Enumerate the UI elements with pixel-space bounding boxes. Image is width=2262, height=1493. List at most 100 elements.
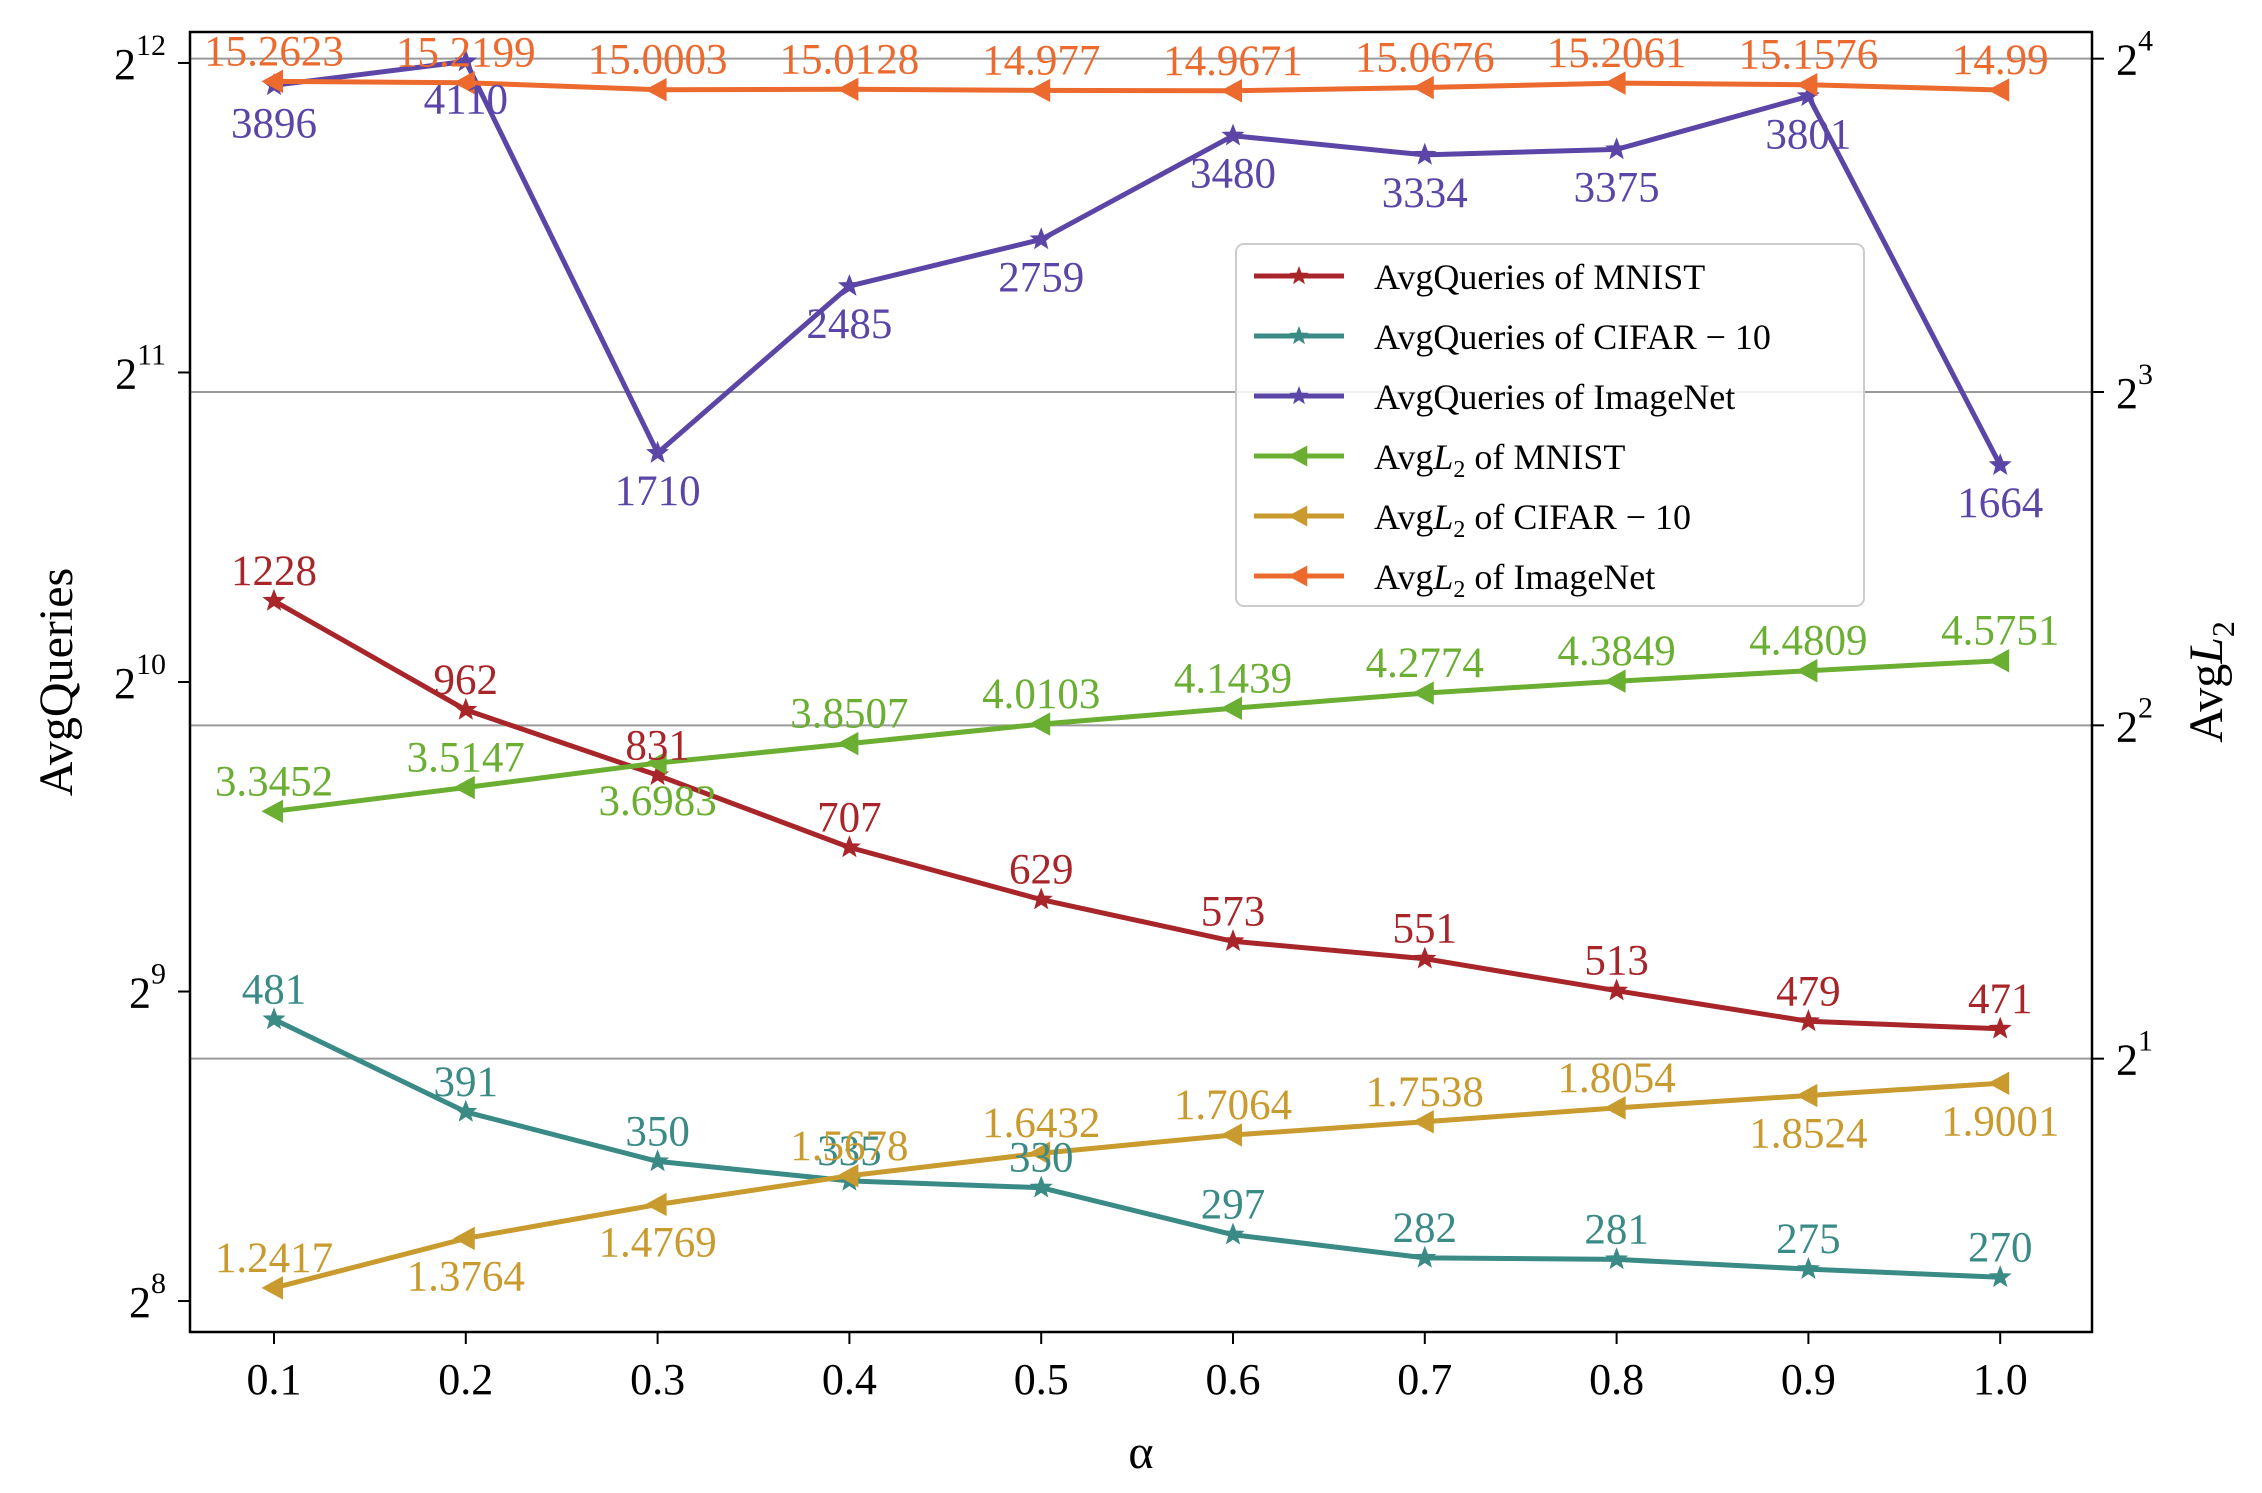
data-point-l2_cifar [1987,1071,2010,1096]
data-label-l2_imagenet: 15.2623 [204,28,344,75]
legend-entry-l2_cifar: AvgL2 of CIFAR − 10 [1254,497,1691,543]
data-point-l2_cifar [836,1164,859,1188]
data-point-l2_cifar [645,1192,667,1217]
data-label-q_imagenet: 4110 [424,76,508,123]
data-label-l2_cifar: 1.8054 [1557,1055,1675,1102]
series-line-q_imagenet [273,58,2003,467]
data-point-q_cifar [646,1149,670,1172]
data-label-q_imagenet: 3375 [1574,164,1660,211]
data-point-l2_mnist [261,799,283,824]
data-label-q_cifar: 350 [625,1108,690,1155]
data-label-q_mnist: 831 [625,722,690,769]
data-label-q_imagenet: 1710 [615,468,701,515]
y-left-tick-label: 29 [129,958,166,1018]
data-point-q_mnist [1413,946,1437,969]
data-label-l2_mnist: 3.8507 [790,691,908,738]
x-tick-label: 0.4 [822,1355,877,1404]
data-label-l2_mnist: 3.3452 [215,758,333,805]
data-label-q_imagenet: 3334 [1382,170,1468,217]
data-point-q_imagenet [454,49,478,72]
y-right-tick-label: 23 [2116,358,2153,418]
data-point-l2_imagenet [836,77,859,102]
data-point-q_imagenet [1221,123,1245,146]
y-left-tick-label: 212 [114,29,166,89]
data-point-l2_cifar [1028,1141,1051,1165]
data-label-q_imagenet: 3480 [1190,151,1276,198]
data-point-q_cifar [1029,1175,1053,1198]
legend-entry-l2_mnist: AvgL2 of MNIST [1254,437,1625,483]
data-label-l2_imagenet: 15.2199 [396,30,536,77]
data-label-q_mnist: 1228 [231,548,317,595]
data-point-l2_cifar [1220,1123,1242,1147]
data-point-q_mnist [837,835,861,858]
data-point-q_mnist [1796,1009,1820,1032]
data-point-q_mnist [1988,1016,2012,1039]
data-label-q_mnist: 573 [1201,888,1266,935]
x-tick-label: 1.0 [1973,1355,2028,1404]
data-point-q_cifar [1796,1256,1820,1279]
data-point-q_imagenet [1029,227,1053,250]
y-left-tick-label: 210 [114,648,166,708]
legend-entry-q_mnist: AvgQueries of MNIST [1254,257,1705,297]
x-tick-label: 0.6 [1206,1355,1261,1404]
y-right-tick-label: 21 [2116,1025,2153,1085]
series-line-l2_imagenet [273,78,2001,94]
data-label-l2_mnist: 4.1439 [1174,655,1292,702]
data-label-q_mnist: 962 [434,657,499,704]
data-label-l2_cifar: 1.7538 [1366,1069,1484,1116]
data-label-q_mnist: 707 [817,794,882,841]
data-label-q_imagenet: 2759 [998,254,1084,301]
x-tick-label: 0.1 [247,1355,302,1404]
data-label-l2_imagenet: 15.0003 [588,37,728,84]
data-label-l2_mnist: 3.5147 [407,735,525,782]
data-point-q_mnist [1605,978,1629,1001]
data-labels-group: 1228 962 831 707 629 573 551 513 479 471 481 391 350… [204,28,2059,1300]
data-point-l2_imagenet [1604,71,1626,95]
data-label-q_mnist: 479 [1776,968,1841,1015]
data-label-l2_cifar: 1.8524 [1749,1111,1867,1158]
data-point-l2_cifar [1604,1096,1626,1120]
data-label-l2_imagenet: 15.1576 [1739,32,1879,79]
data-point-q_cifar [1221,1222,1245,1245]
data-label-l2_cifar: 1.3764 [407,1253,525,1300]
data-label-l2_cifar: 1.7064 [1174,1082,1292,1129]
data-point-l2_imagenet [645,77,667,102]
data-point-l2_mnist [1987,649,2010,673]
data-point-l2_imagenet [1220,79,1242,103]
data-label-q_imagenet: 3896 [231,100,317,147]
legend-swatch-marker [1288,445,1308,467]
data-point-q_imagenet [1605,137,1629,160]
series-group [261,49,2012,1300]
data-label-l2_mnist: 4.5751 [1941,608,2059,655]
legend-swatch-marker [1288,505,1308,527]
data-label-l2_imagenet: 15.0128 [780,36,920,83]
data-point-l2_mnist [1220,696,1242,721]
data-label-l2_mnist: 4.0103 [982,671,1100,718]
legend-label: AvgQueries of CIFAR − 10 [1374,317,1771,357]
data-label-q_cifar: 330 [1009,1135,1074,1182]
x-tick-label: 0.8 [1589,1355,1644,1404]
data-label-l2_imagenet: 14.977 [982,37,1100,84]
data-label-l2_cifar: 1.5678 [790,1123,908,1170]
data-label-q_cifar: 297 [1201,1182,1266,1229]
data-point-l2_cifar [1795,1083,1818,1108]
data-point-l2_imagenet [1412,75,1434,100]
data-point-l2_mnist [1028,712,1051,736]
data-point-q_mnist [1029,887,1053,910]
series-q_mnist [262,588,2012,1039]
series-line-l2_cifar [273,1080,2001,1291]
data-point-l2_mnist [1412,681,1434,705]
data-point-l2_imagenet [261,69,283,94]
series-line-q_cifar [272,1017,2001,1280]
legend-swatch-marker [1289,326,1309,345]
data-point-q_imagenet [1413,142,1437,165]
series-line-l2_mnist [273,658,2001,814]
data-point-l2_mnist [836,731,859,756]
data-point-q_cifar [262,1007,286,1030]
data-point-l2_cifar [453,1226,475,1251]
legend-entry-l2_imagenet: AvgL2 of ImageNet [1254,557,1655,603]
data-label-l2_cifar: 1.4769 [598,1219,716,1266]
data-point-l2_cifar [1412,1110,1434,1134]
data-label-l2_mnist: 4.2774 [1366,640,1484,687]
